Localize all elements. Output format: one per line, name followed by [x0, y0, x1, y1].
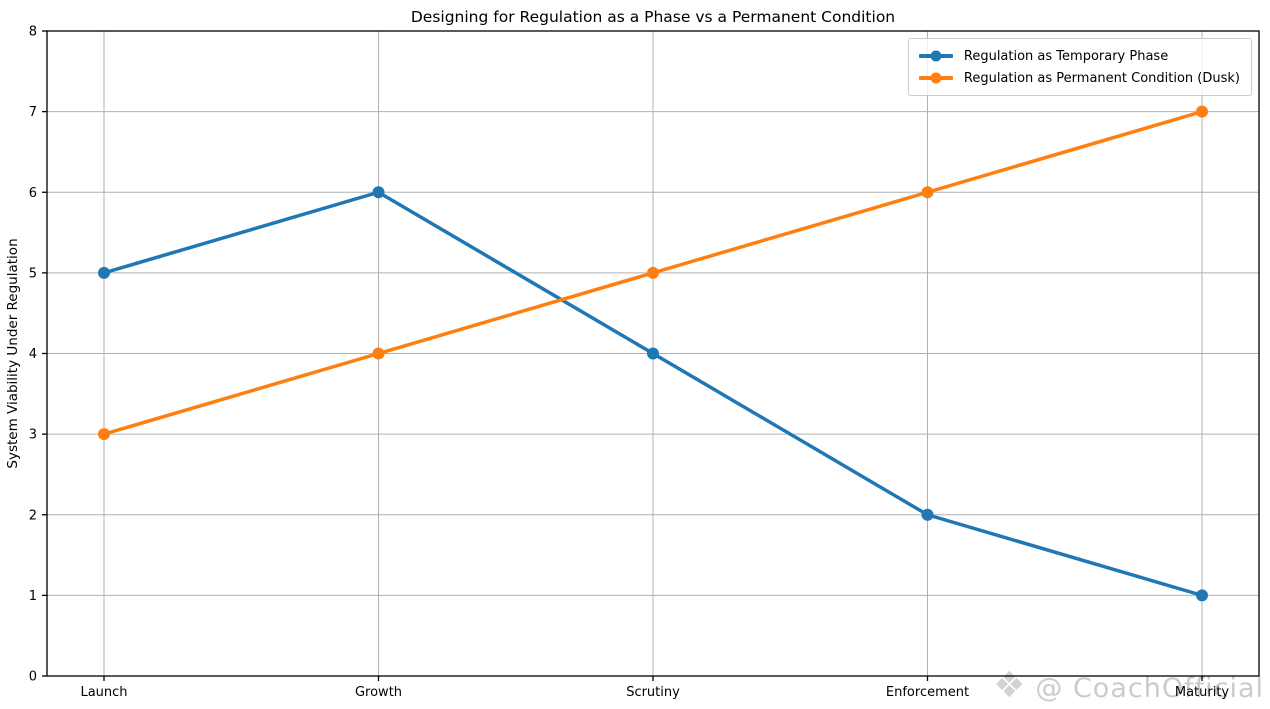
legend-line-sample [918, 72, 953, 84]
data-point-marker [98, 266, 110, 279]
legend-item: Regulation as Temporary Phase [918, 45, 1240, 67]
y-tick-label: 4 [29, 347, 37, 362]
y-tick-label: 6 [29, 186, 37, 201]
x-tick-label: Launch [80, 685, 127, 700]
legend-label: Regulation as Permanent Condition (Dusk) [963, 70, 1240, 86]
data-point-marker [1196, 105, 1208, 118]
y-tick-label: 2 [29, 508, 37, 523]
y-tick-label: 3 [29, 428, 37, 443]
x-tick-label: Growth [355, 685, 402, 700]
legend-marker-icon [930, 50, 942, 62]
data-point-marker [921, 186, 934, 199]
data-point-marker [372, 186, 385, 199]
legend-label: Regulation as Temporary Phase [963, 48, 1169, 64]
data-point-marker [921, 508, 934, 521]
x-tick-label: Enforcement [886, 685, 969, 700]
legend: Regulation as Temporary Phase Regulation … [907, 38, 1252, 96]
y-tick-label: 1 [29, 589, 37, 604]
chart-title: Designing for Regulation as a Phase vs a… [411, 8, 895, 26]
y-tick-label: 0 [29, 670, 37, 685]
data-point-marker [372, 347, 385, 360]
data-point-marker [98, 428, 110, 441]
data-point-marker [647, 266, 659, 279]
x-tick-label: Scrutiny [626, 685, 680, 700]
data-point-marker [647, 347, 659, 360]
coach-official-logo-icon: ❖ [993, 665, 1026, 706]
x-tick-label: Maturity [1175, 685, 1230, 700]
legend-line-sample [918, 50, 953, 62]
watermark: ❖ @ CoachOfficial [993, 665, 1264, 706]
y-axis-label: System Viability Under Regulation [5, 238, 21, 468]
y-tick-label: 5 [29, 266, 37, 281]
y-tick-label: 8 [29, 25, 37, 40]
data-point-marker [1196, 589, 1208, 602]
legend-marker-icon [930, 72, 942, 84]
y-tick-label: 7 [29, 105, 37, 120]
legend-item: Regulation as Permanent Condition (Dusk) [918, 67, 1240, 89]
watermark-text: @ CoachOfficial [1035, 672, 1264, 704]
